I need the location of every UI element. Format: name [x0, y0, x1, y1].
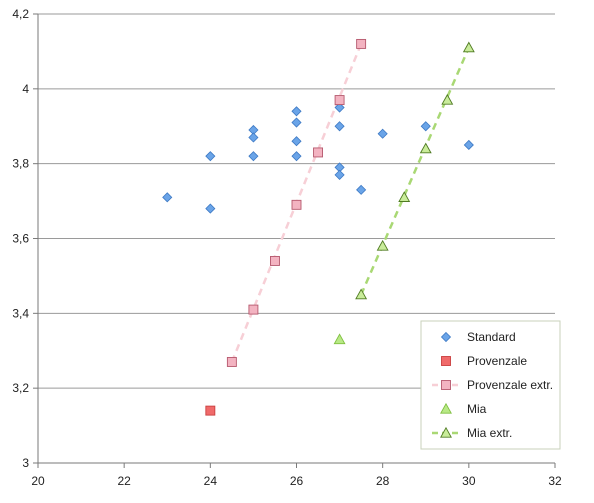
point-standard	[463, 139, 474, 151]
y-tick-label: 4,2	[12, 7, 29, 21]
y-tick-label: 3,8	[12, 157, 29, 171]
legend-item-provenzale-extr: Provenzale extr.	[432, 378, 553, 392]
point-mia-extr	[462, 41, 475, 53]
y-tick-label: 3,6	[12, 232, 29, 246]
legend-marker	[440, 331, 452, 343]
legend-item-standard: Standard	[440, 330, 516, 344]
legend-label: Mia	[467, 402, 487, 416]
point-standard	[377, 128, 388, 139]
point-standard	[334, 121, 345, 132]
point-provenzale-extr	[334, 95, 345, 106]
tick-labels: 20 22 24 26 28 30 32 3 3,2 3,4 3,6 3,8 4 4,2	[12, 7, 562, 488]
legend-label: Mia extr.	[467, 426, 512, 440]
point-provenzale-extr	[226, 357, 237, 367]
point-standard	[162, 192, 173, 203]
point-standard	[291, 106, 302, 117]
point-mia-extr	[441, 93, 454, 105]
point-standard	[334, 102, 345, 113]
point-standard	[291, 117, 302, 128]
point-provenzale-extr	[270, 256, 280, 266]
point-standard	[420, 121, 431, 132]
legend-marker	[440, 426, 452, 438]
axes	[33, 13, 556, 468]
point-mia-extr	[355, 288, 368, 300]
point-provenzale-extr	[291, 199, 302, 210]
x-tick-label: 24	[204, 474, 218, 488]
x-tick-label: 20	[31, 474, 45, 488]
legend-label: Provenzale	[467, 354, 527, 368]
point-standard	[334, 169, 345, 180]
point-standard	[248, 151, 259, 162]
x-tick-label: 32	[548, 474, 562, 488]
point-standard	[205, 151, 216, 162]
trend-lines	[230, 43, 470, 363]
x-tick-label: 28	[376, 474, 390, 488]
point-mia-extr	[398, 191, 411, 202]
legend-label: Provenzale extr.	[467, 378, 553, 392]
x-tick-label: 22	[117, 474, 131, 488]
point-mia-extr	[376, 239, 389, 251]
point-provenzale	[205, 405, 216, 416]
point-provenzale-extr	[356, 38, 367, 49]
legend: Standard Provenzale Provenzale extr. Mia Mia…	[420, 320, 561, 450]
legend-marker	[441, 380, 451, 390]
data-markers	[162, 38, 475, 416]
y-tick-label: 3	[22, 456, 29, 470]
legend-item-mia-extr: Mia extr.	[432, 426, 512, 440]
legend-label: Standard	[467, 330, 516, 344]
point-mia-extr	[419, 142, 432, 154]
y-tick-label: 4	[22, 82, 29, 96]
point-standard	[291, 151, 302, 162]
point-standard	[205, 203, 216, 214]
legend-marker	[440, 402, 452, 414]
y-tick-label: 3,2	[12, 381, 29, 395]
point-mia	[333, 333, 346, 345]
y-tick-label: 3,4	[12, 306, 29, 320]
point-provenzale-extr	[248, 304, 259, 315]
point-standard	[291, 136, 302, 147]
point-provenzale-extr	[313, 147, 323, 158]
legend-marker	[441, 356, 451, 366]
legend-item-provenzale: Provenzale	[441, 354, 527, 368]
point-standard	[248, 132, 259, 143]
x-tick-label: 30	[462, 474, 476, 488]
x-tick-label: 26	[290, 474, 304, 488]
legend-item-mia: Mia	[440, 402, 487, 416]
trendline-mia-extr	[359, 47, 470, 296]
point-standard	[356, 184, 367, 195]
